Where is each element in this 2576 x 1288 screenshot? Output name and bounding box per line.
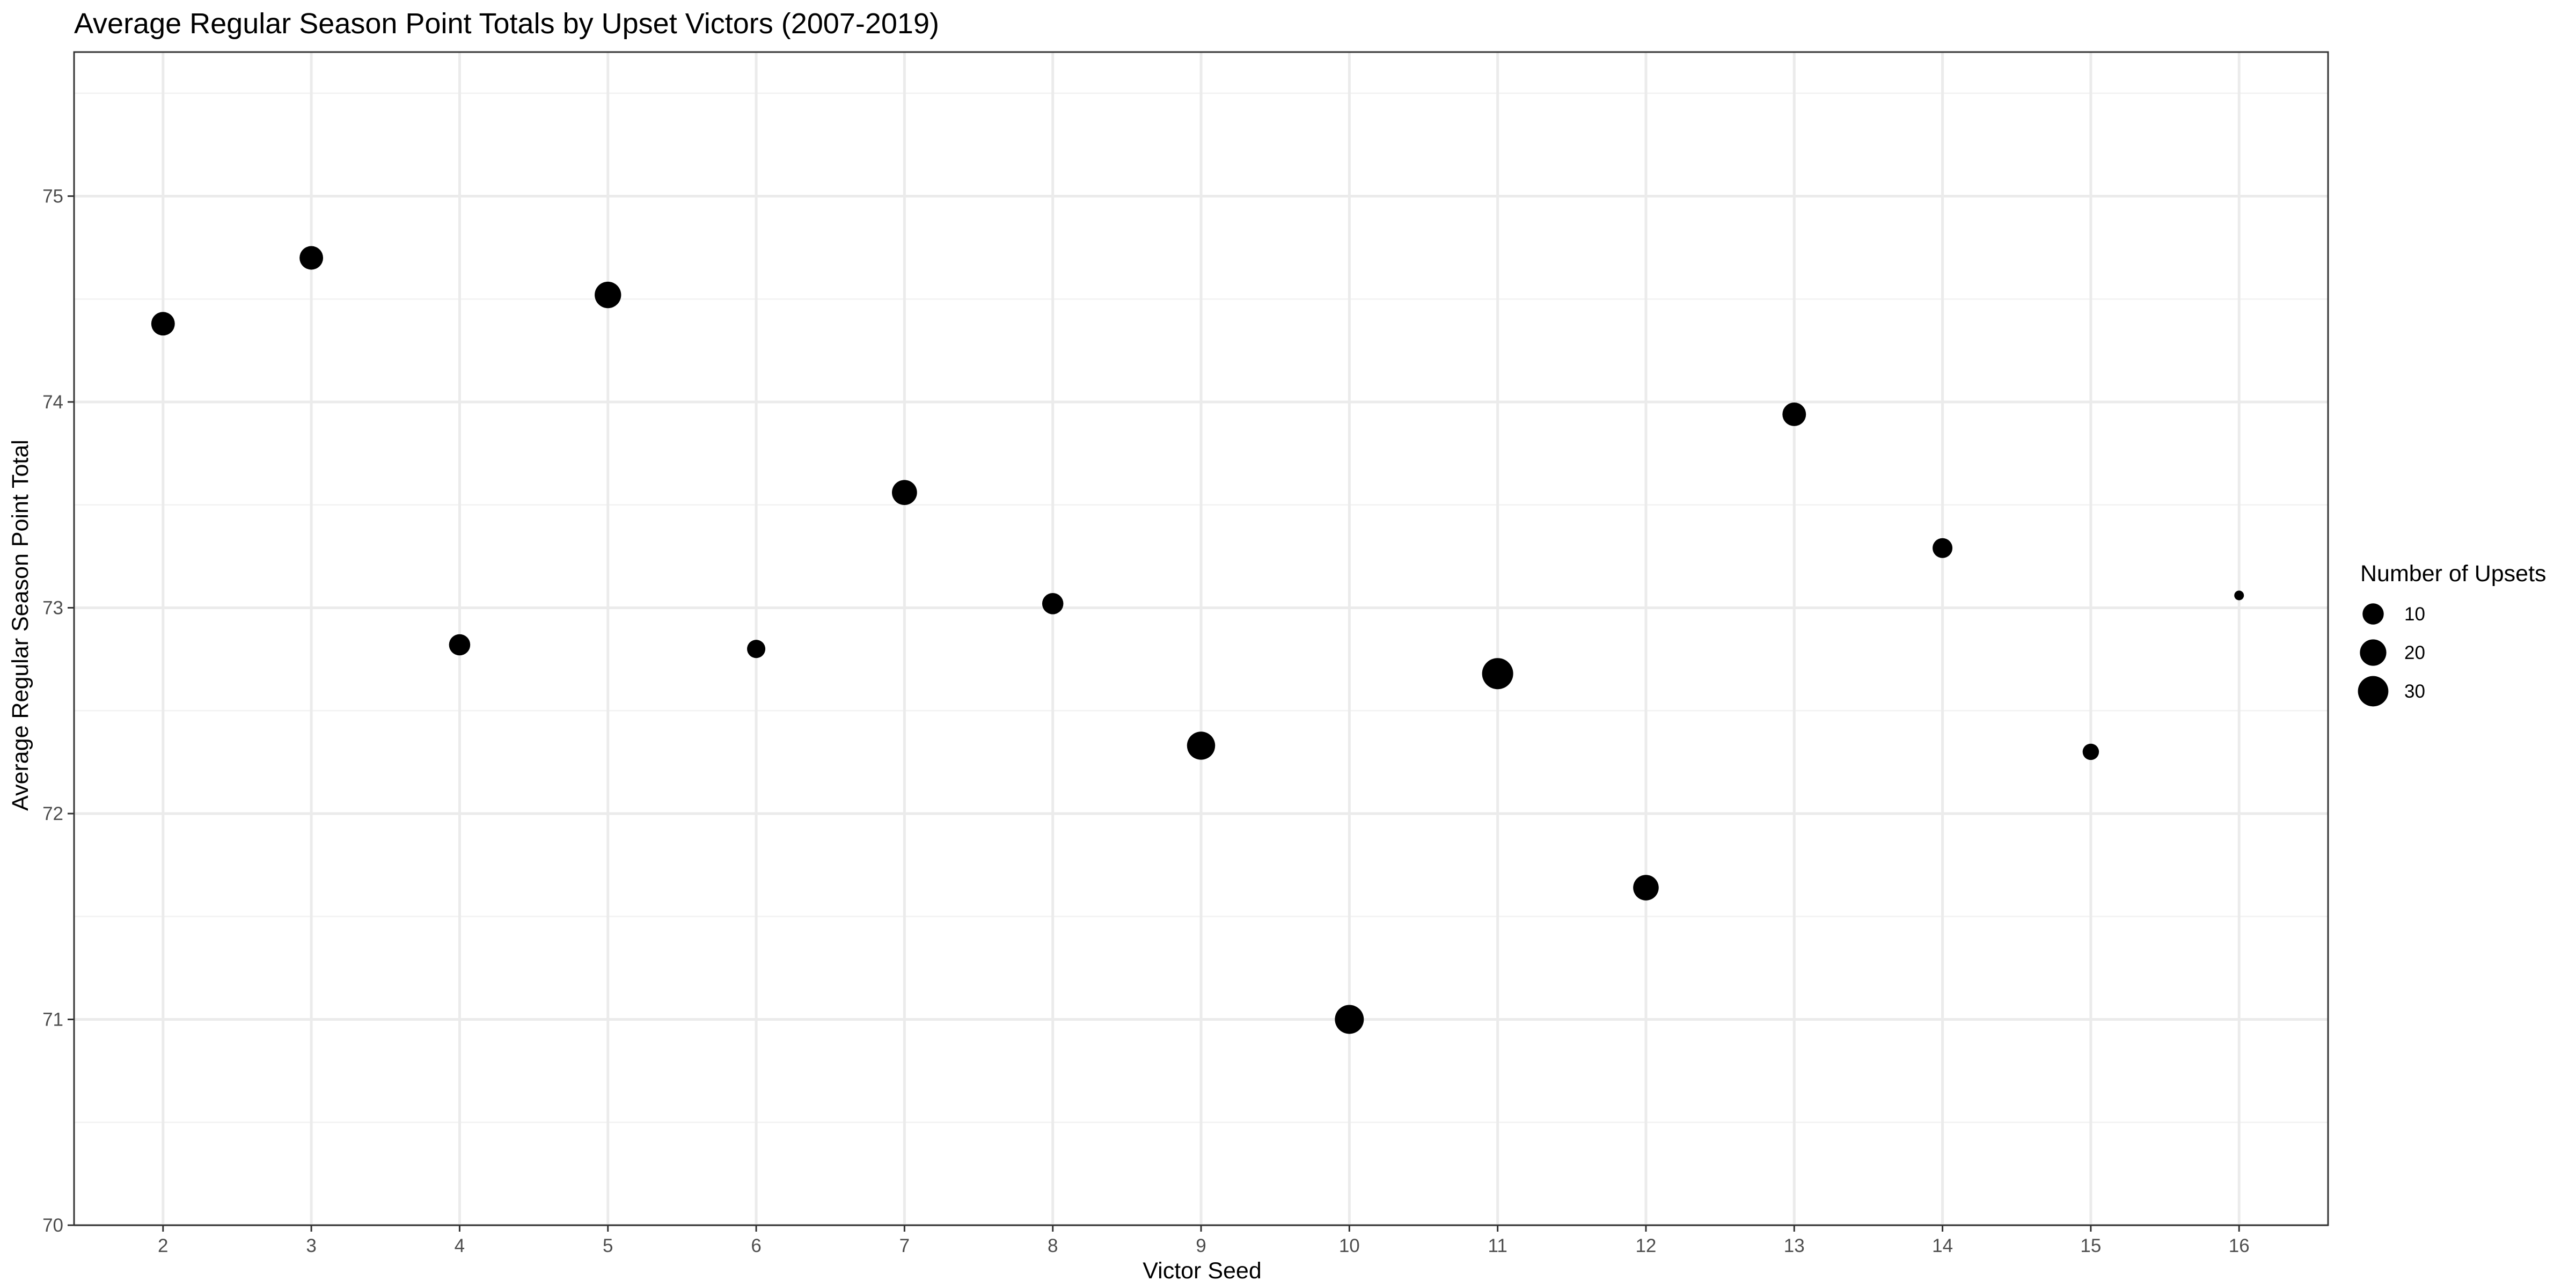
data-point: [1042, 593, 1064, 614]
legend-key-circle: [2360, 639, 2387, 666]
legend-key-circle: [2358, 676, 2389, 707]
size-legend: Number of Upsets 10 20 30: [2358, 561, 2546, 707]
x-tick-label: 3: [306, 1235, 316, 1256]
data-point: [151, 312, 175, 336]
x-tick-label: 15: [2080, 1235, 2101, 1256]
y-axis-title: Average Regular Season Point Total: [8, 440, 33, 811]
x-tick-label: 7: [899, 1235, 910, 1256]
data-point: [1933, 538, 1953, 558]
legend-title: Number of Upsets: [2360, 561, 2546, 587]
y-tick-label: 70: [42, 1215, 63, 1236]
legend-label: 20: [2404, 642, 2425, 663]
y-tick-label: 75: [42, 186, 63, 207]
data-point: [449, 634, 471, 656]
data-point: [1633, 875, 1659, 901]
data-point: [892, 480, 917, 506]
chart-title: Average Regular Season Point Totals by U…: [74, 8, 939, 40]
grid-lines: [74, 52, 2328, 1227]
legend-entries: 10 20 30: [2358, 603, 2425, 707]
data-point: [747, 640, 766, 658]
x-tick-label: 12: [1635, 1235, 1656, 1256]
x-tick-label: 2: [158, 1235, 168, 1256]
data-point: [595, 281, 621, 309]
x-tick-label: 8: [1048, 1235, 1058, 1256]
x-tick-label: 16: [2229, 1235, 2250, 1256]
x-tick-label: 6: [751, 1235, 761, 1256]
x-axis-title: Victor Seed: [1143, 1258, 1262, 1284]
y-tick-label: 73: [42, 597, 63, 618]
x-tick-label: 11: [1488, 1235, 1507, 1256]
x-tick-label: 4: [455, 1235, 465, 1256]
x-tick-label: 13: [1784, 1235, 1805, 1256]
x-tick-label: 10: [1339, 1235, 1360, 1256]
y-tick-label: 72: [42, 803, 63, 824]
x-tick-label: 9: [1196, 1235, 1206, 1256]
x-tick-label: 14: [1932, 1235, 1953, 1256]
data-point: [2082, 743, 2099, 760]
data-point: [1782, 402, 1806, 426]
data-point: [1482, 658, 1513, 690]
data-point: [1335, 1005, 1364, 1034]
legend-label: 10: [2404, 604, 2425, 625]
data-points: [151, 246, 2244, 1034]
y-tick-label: 74: [42, 392, 63, 413]
x-tick-label: 5: [603, 1235, 613, 1256]
axis-ticks: 2 3 4 5 6 7 8 9 10 11 12 13 14 15 16 70 71 72 73 74 75: [42, 186, 2250, 1256]
y-tick-label: 71: [42, 1009, 63, 1030]
legend-key-circle: [2362, 603, 2384, 625]
data-point: [1187, 731, 1216, 760]
legend-label: 30: [2404, 681, 2425, 702]
data-point: [2234, 590, 2244, 601]
data-point: [299, 246, 324, 270]
